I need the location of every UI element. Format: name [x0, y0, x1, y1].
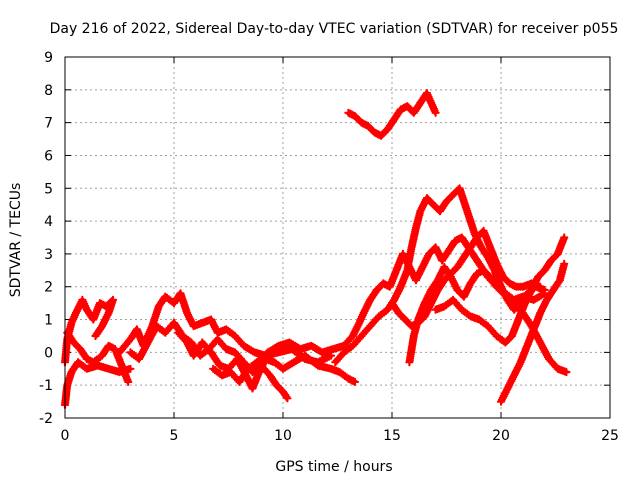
- y-tick-label: 9: [44, 50, 53, 66]
- tick-labels: 0 5 10 15 20 25 -2 -1 0 1 2 3 4 5 6 7 8 9: [39, 50, 619, 444]
- point-markers: [387, 226, 545, 331]
- point-markers: [60, 295, 118, 367]
- y-tick-label: -2: [39, 411, 53, 427]
- series-track-j: [387, 226, 545, 331]
- point-markers: [63, 328, 133, 386]
- x-tick-label: 25: [601, 428, 619, 444]
- point-markers: [174, 328, 359, 393]
- y-tick-label: 3: [44, 247, 53, 263]
- plot-frame: [64, 56, 611, 419]
- point-markers: [331, 184, 549, 367]
- y-tick-label: 5: [44, 181, 53, 197]
- x-tick-label: 5: [170, 428, 179, 444]
- series-track-k: [405, 262, 571, 377]
- series-track-l: [431, 233, 569, 347]
- y-tick-label: 0: [44, 345, 53, 361]
- y-tick-label: 4: [44, 214, 53, 230]
- x-tick-label: 15: [383, 428, 401, 444]
- series-track-h: [331, 184, 549, 367]
- y-tick-label: 1: [44, 313, 53, 329]
- x-tick-label: 10: [274, 428, 292, 444]
- series-track-b: [60, 295, 118, 367]
- y-tick-label: 2: [44, 280, 53, 296]
- point-markers: [344, 89, 440, 140]
- series-track-m: [496, 259, 569, 406]
- x-axis-label: GPS time / hours: [275, 459, 392, 475]
- series-track-c: [63, 328, 133, 386]
- y-tick-label: 7: [44, 116, 53, 132]
- chart-title: Day 216 of 2022, Sidereal Day-to-day VTE…: [50, 21, 619, 37]
- series-track-f: [174, 328, 359, 393]
- y-tick-label: 6: [44, 148, 53, 164]
- point-markers: [431, 233, 569, 347]
- point-markers: [405, 262, 571, 377]
- series-group: [60, 89, 571, 409]
- y-tick-label: 8: [44, 83, 53, 99]
- y-tick-label: -1: [39, 378, 53, 394]
- x-tick-label: 0: [61, 428, 70, 444]
- y-axis-label: SDTVAR / TECUs: [8, 183, 24, 298]
- x-tick-label: 20: [492, 428, 510, 444]
- point-markers: [496, 259, 569, 406]
- series-track-i: [344, 89, 440, 140]
